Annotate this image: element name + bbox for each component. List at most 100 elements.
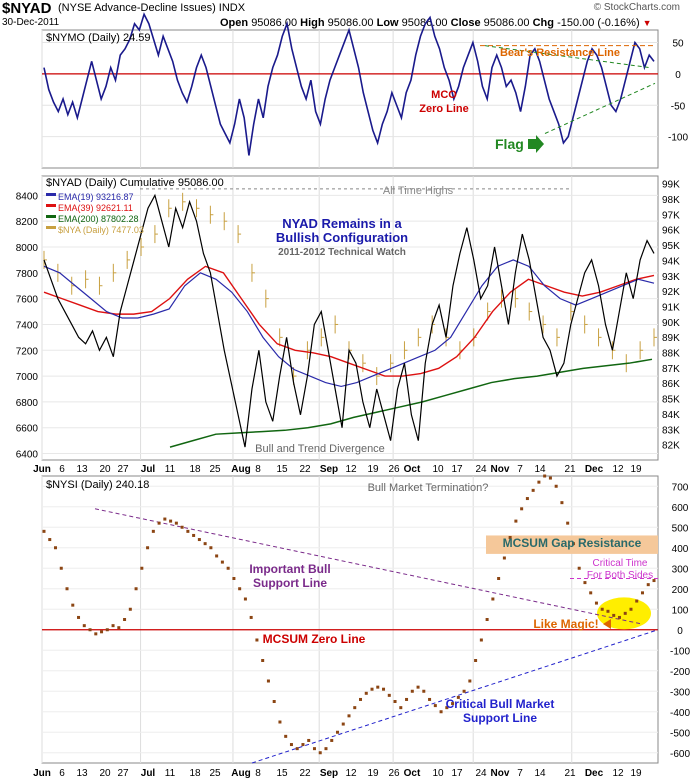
nysi-data-point <box>600 607 604 611</box>
annotation-support-line-purple: Support Line <box>253 576 327 590</box>
open-label: Open <box>220 17 249 29</box>
annotation-support-line-blue: Support Line <box>463 711 537 725</box>
annotation-bullish-config: Bullish Configuration <box>276 230 408 245</box>
x-tick-label: 17 <box>451 464 463 475</box>
nysi-data-point <box>284 734 288 738</box>
y-tick-label-right: 94K <box>662 256 680 267</box>
nysi-data-point <box>111 624 115 628</box>
chg-value: -150.00 (-0.16%) <box>557 17 640 29</box>
y-tick-label: -300 <box>670 687 690 698</box>
nysi-data-point <box>134 587 138 591</box>
nysi-data-point <box>232 577 236 580</box>
ema19-series-line <box>43 259 655 388</box>
y-tick-label-right: 87K <box>662 364 680 375</box>
y-tick-label: 300 <box>672 564 689 575</box>
x-tick-label: 18 <box>189 464 201 475</box>
x-tick-label: Aug <box>231 464 250 475</box>
y-tick-label-right: 97K <box>662 210 680 221</box>
y-tick-label: 50 <box>672 39 684 50</box>
y-tick-label-left: 7200 <box>16 346 39 357</box>
y-tick-label: -100 <box>670 646 690 657</box>
magic-arrow-icon <box>603 619 611 629</box>
x-tick-label: 27 <box>117 768 129 779</box>
x-tick-label: 26 <box>388 768 400 779</box>
y-tick-label-right: 99K <box>662 180 680 191</box>
nyad-series-line <box>43 193 655 448</box>
nysi-data-point <box>197 538 201 542</box>
nysi-data-point <box>54 546 58 550</box>
y-tick-label-right: 91K <box>662 302 680 313</box>
x-tick-label: 19 <box>630 768 642 779</box>
nysi-data-point <box>128 607 132 611</box>
nysi-data-point <box>82 624 86 628</box>
chart-header: $NYAD (NYSE Advance-Decline Issues) INDX… <box>0 0 700 30</box>
nysi-data-point <box>456 695 460 699</box>
nysi-data-point <box>416 685 420 689</box>
x-tick-label: Dec <box>585 768 604 779</box>
nysi-data-point <box>266 679 270 683</box>
nysi-data-point <box>531 488 535 492</box>
nysi-data-point <box>105 628 109 632</box>
nysi-data-point <box>215 554 219 558</box>
close-value: 95086.00 <box>483 17 530 29</box>
x-tick-label: 8 <box>255 768 261 779</box>
nysi-data-point <box>312 747 316 751</box>
y-tick-label: -500 <box>670 728 690 739</box>
nysi-data-point <box>59 566 63 570</box>
legend-entry: $NYA (Daily) 7477.03 <box>58 225 144 235</box>
legend-entry: EMA(39) 92621.11 <box>58 203 133 213</box>
y-tick-label: 600 <box>672 503 689 514</box>
y-tick-label-right: 89K <box>662 333 680 344</box>
panel-title: $NYMO (Daily) 24.59 <box>46 32 151 44</box>
x-tick-label: Jul <box>141 768 156 779</box>
y-tick-label: -200 <box>670 667 690 678</box>
nysi-data-point <box>635 599 639 603</box>
y-tick-label-right: 95K <box>662 241 680 252</box>
nysi-data-point <box>548 476 552 480</box>
nysi-data-point <box>71 603 75 607</box>
nysi-data-point <box>307 738 311 742</box>
x-tick-label: 13 <box>76 768 88 779</box>
y-tick-label: 400 <box>672 544 689 555</box>
y-tick-label-right: 86K <box>662 379 680 390</box>
x-tick-label: Nov <box>491 768 510 779</box>
nysi-data-point <box>387 693 391 697</box>
x-tick-label: 22 <box>299 768 311 779</box>
nysi-data-point <box>186 529 190 533</box>
y-tick-label: 500 <box>672 523 689 534</box>
nysi-data-point <box>612 613 616 617</box>
nysi-data-point <box>151 529 155 533</box>
y-tick-label-left: 8400 <box>16 191 39 202</box>
nysi-data-point <box>226 566 230 570</box>
y-tick-label-right: 82K <box>662 441 680 452</box>
nysi-data-point <box>433 704 437 708</box>
x-tick-label: 19 <box>367 464 379 475</box>
nysi-data-point <box>474 659 478 662</box>
nysi-data-point <box>117 626 121 630</box>
x-tick-label: Oct <box>404 768 421 779</box>
annotation-gap-resistance: MCSUM Gap Resistance <box>503 536 642 550</box>
x-tick-label: 8 <box>255 464 261 475</box>
annotation-flag: Flag <box>495 136 524 152</box>
flag-arrow-icon <box>528 135 544 153</box>
y-tick-label: 0 <box>675 70 681 81</box>
ema39-series-line <box>43 265 655 377</box>
x-tick-label: Aug <box>231 768 250 779</box>
nysi-data-point <box>324 747 328 751</box>
nysi-data-point <box>174 521 178 525</box>
nysi-data-point <box>382 687 386 691</box>
nysi-data-point <box>77 615 81 619</box>
critical-bull-support-line <box>251 629 659 764</box>
nysi-data-point <box>589 591 593 595</box>
x-tick-label: 6 <box>59 464 65 475</box>
chg-label: Chg <box>532 17 554 29</box>
nysi-data-point <box>566 521 570 525</box>
down-arrow-icon: ▼ <box>642 18 652 28</box>
nysi-data-point <box>514 519 518 523</box>
y-tick-label-right: 98K <box>662 195 680 206</box>
annotation-divergence: Bull and Trend Divergence <box>255 443 385 455</box>
x-tick-label: Oct <box>404 464 421 475</box>
nysi-data-point <box>359 697 363 701</box>
legend-swatch <box>46 215 56 218</box>
